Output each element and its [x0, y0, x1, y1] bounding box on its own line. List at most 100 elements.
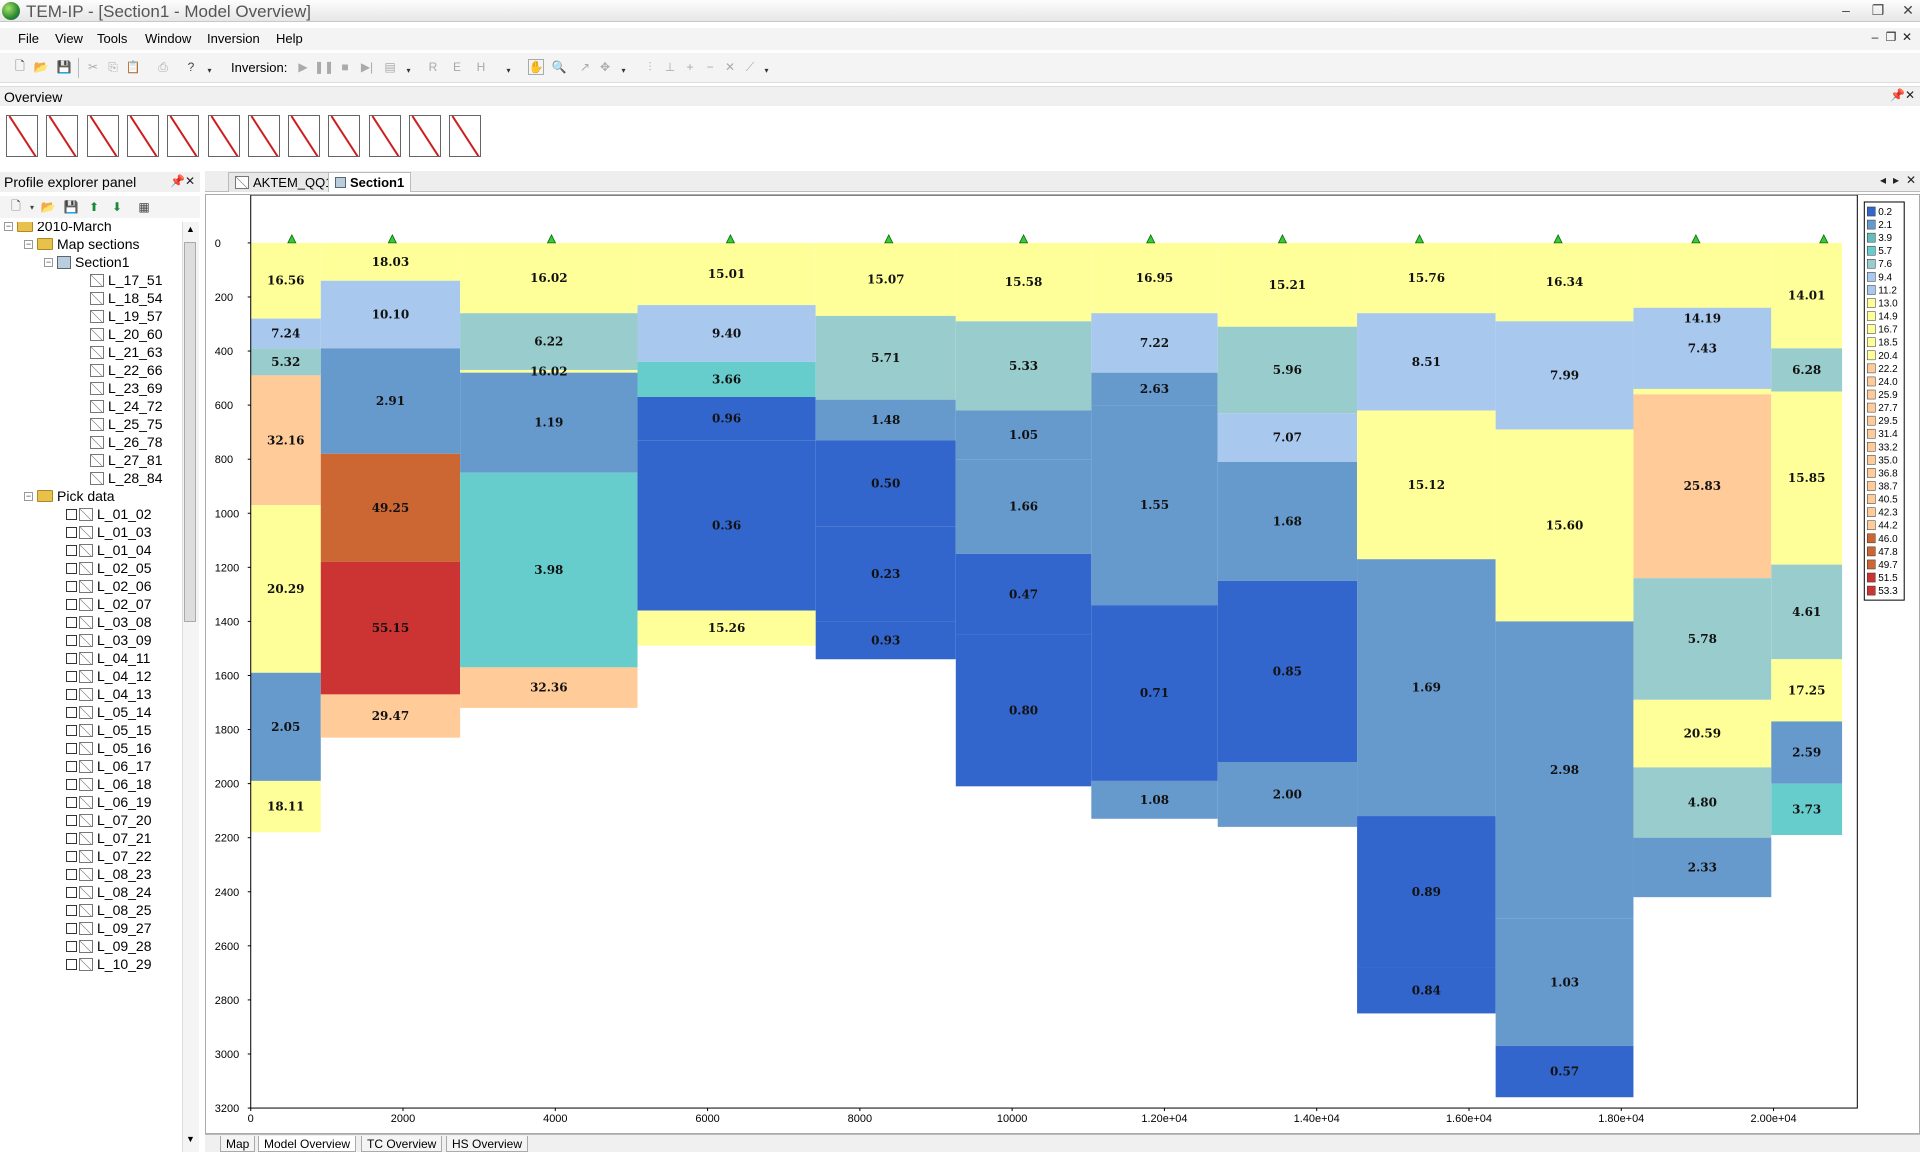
remove-icon[interactable]: −	[706, 60, 714, 74]
stop-icon[interactable]: ■	[341, 60, 349, 74]
checkbox[interactable]	[66, 868, 77, 880]
menu-file[interactable]: File	[18, 31, 39, 46]
save-icon[interactable]: 💾	[56, 60, 72, 74]
arrow-up-icon[interactable]: ⬆	[88, 200, 100, 214]
collapse-icon[interactable]: −	[4, 222, 13, 231]
mdi-restore-icon[interactable]: ❐	[1885, 30, 1897, 44]
add-icon[interactable]: +	[686, 60, 694, 74]
tree-pick-data[interactable]: − Pick data	[24, 486, 115, 506]
tab-section1[interactable]: Section1	[328, 172, 412, 192]
pin-icon[interactable]: 📌	[1890, 88, 1905, 102]
checkbox[interactable]	[66, 544, 77, 556]
maximize-icon[interactable]: ❐	[1871, 2, 1885, 18]
overview-thumbnail[interactable]	[207, 115, 240, 157]
menu-window[interactable]: Window	[145, 31, 192, 46]
overview-thumbnail[interactable]	[288, 115, 321, 157]
close-tab-icon[interactable]: ✕	[1906, 173, 1917, 187]
mdi-minimize-icon[interactable]: –	[1871, 30, 1879, 44]
zoom-icon[interactable]: 🔍	[551, 60, 567, 74]
toolbar-overflow-icon[interactable]: ▾	[207, 66, 212, 75]
save-icon[interactable]: 💾	[63, 200, 79, 214]
checkbox[interactable]	[66, 940, 77, 952]
menu-tools[interactable]: Tools	[97, 31, 128, 46]
tab-scroll-left-icon[interactable]: ◂	[1880, 173, 1887, 187]
tree-pick-item[interactable]: L_02_06	[66, 576, 152, 596]
scroll-up-icon[interactable]: ▲	[186, 224, 195, 234]
tree-pick-item[interactable]: L_08_25	[66, 900, 152, 920]
close-icon[interactable]: ✕	[185, 174, 196, 188]
tree-pick-item[interactable]: L_07_21	[66, 828, 152, 848]
pin-icon[interactable]: 📌	[170, 174, 185, 188]
tree-pick-item[interactable]: L_02_07	[66, 594, 152, 614]
overview-thumbnail[interactable]	[247, 115, 280, 157]
tree-profile-item[interactable]: L_23_69	[90, 378, 163, 398]
tree-section1[interactable]: − Section1	[44, 252, 129, 272]
checkbox[interactable]	[66, 688, 77, 700]
dropdown-icon[interactable]: ▾	[29, 202, 34, 212]
tree-profile-item[interactable]: L_26_78	[90, 432, 163, 452]
cut-icon[interactable]: ✂	[87, 60, 99, 74]
r-icon[interactable]: R	[428, 60, 438, 74]
tree-profile-item[interactable]: L_27_81	[90, 450, 163, 470]
print-icon[interactable]: ⎙	[158, 59, 168, 74]
overview-thumbnail[interactable]	[86, 115, 119, 157]
toolbar-overflow-icon[interactable]: ▾	[506, 66, 511, 75]
tree-pick-item[interactable]: L_05_14	[66, 702, 152, 722]
checkbox[interactable]	[66, 670, 77, 682]
tree-scroll-thumb[interactable]	[184, 242, 196, 622]
tree-pick-item[interactable]: L_06_18	[66, 774, 152, 794]
checkbox[interactable]	[66, 922, 77, 934]
checkbox[interactable]	[66, 598, 77, 610]
menu-view[interactable]: View	[55, 31, 83, 46]
settings-icon[interactable]: ▤	[384, 60, 396, 74]
tree-pick-item[interactable]: L_01_03	[66, 522, 152, 542]
tree-profile-item[interactable]: L_21_63	[90, 342, 163, 362]
overview-thumbnail[interactable]	[6, 115, 38, 157]
checkbox[interactable]	[66, 796, 77, 808]
checkbox[interactable]	[66, 580, 77, 592]
tree-profile-item[interactable]: L_18_54	[90, 288, 163, 308]
checkbox[interactable]	[66, 526, 77, 538]
tree-pick-item[interactable]: L_03_09	[66, 630, 152, 650]
menu-inversion[interactable]: Inversion	[207, 31, 260, 46]
checkbox[interactable]	[66, 742, 77, 754]
close-icon[interactable]: ✕	[1905, 88, 1916, 102]
tree-root[interactable]: − 2010-March	[4, 222, 112, 236]
open-folder-icon[interactable]: 📂	[40, 200, 56, 214]
pause-icon[interactable]: ❚❚	[313, 60, 335, 74]
checkbox[interactable]	[66, 760, 77, 772]
tree-pick-item[interactable]: L_02_05	[66, 558, 152, 578]
overview-thumbnail[interactable]	[46, 115, 79, 157]
close-icon[interactable]: ✕	[1902, 2, 1914, 18]
tree-pick-item[interactable]: L_07_22	[66, 846, 152, 866]
checkbox[interactable]	[66, 904, 77, 916]
tab-tc-overview[interactable]: TC Overview	[361, 1136, 443, 1152]
checkbox[interactable]	[66, 652, 77, 664]
checkbox[interactable]	[66, 814, 77, 826]
help-icon[interactable]: ?	[187, 60, 195, 74]
overview-thumbnail[interactable]	[167, 115, 200, 157]
tree-pick-item[interactable]: L_06_17	[66, 756, 152, 776]
tree-profile-item[interactable]: L_19_57	[90, 306, 163, 326]
checkbox[interactable]	[66, 616, 77, 628]
toolbar-overflow-icon[interactable]: ▾	[406, 66, 411, 75]
overview-thumbnail[interactable]	[328, 115, 361, 157]
tree-map-sections[interactable]: − Map sections	[24, 234, 139, 254]
delete-icon[interactable]: ✕	[724, 60, 736, 74]
tree-pick-item[interactable]: L_05_15	[66, 720, 152, 740]
tab-hs-overview[interactable]: HS Overview	[446, 1136, 529, 1152]
toolbar-overflow-icon[interactable]: ▾	[621, 66, 626, 75]
draw-icon[interactable]: ⟋	[745, 59, 755, 74]
paste-icon[interactable]: 📋	[125, 60, 141, 74]
tree-pick-item[interactable]: L_08_23	[66, 864, 152, 884]
new-file-icon[interactable]: 🗋	[11, 198, 21, 213]
pan-hand-icon[interactable]: ✋	[528, 59, 544, 75]
tree-pick-item[interactable]: L_04_12	[66, 666, 152, 686]
tree-pick-item[interactable]: L_05_16	[66, 738, 152, 758]
collapse-icon[interactable]: −	[44, 256, 53, 267]
tree-profile-item[interactable]: L_25_75	[90, 414, 163, 434]
step-icon[interactable]: ▶|	[360, 60, 374, 74]
collapse-icon[interactable]: −	[24, 490, 33, 501]
tree-pick-item[interactable]: L_09_27	[66, 918, 152, 938]
overview-thumbnail[interactable]	[126, 115, 159, 157]
